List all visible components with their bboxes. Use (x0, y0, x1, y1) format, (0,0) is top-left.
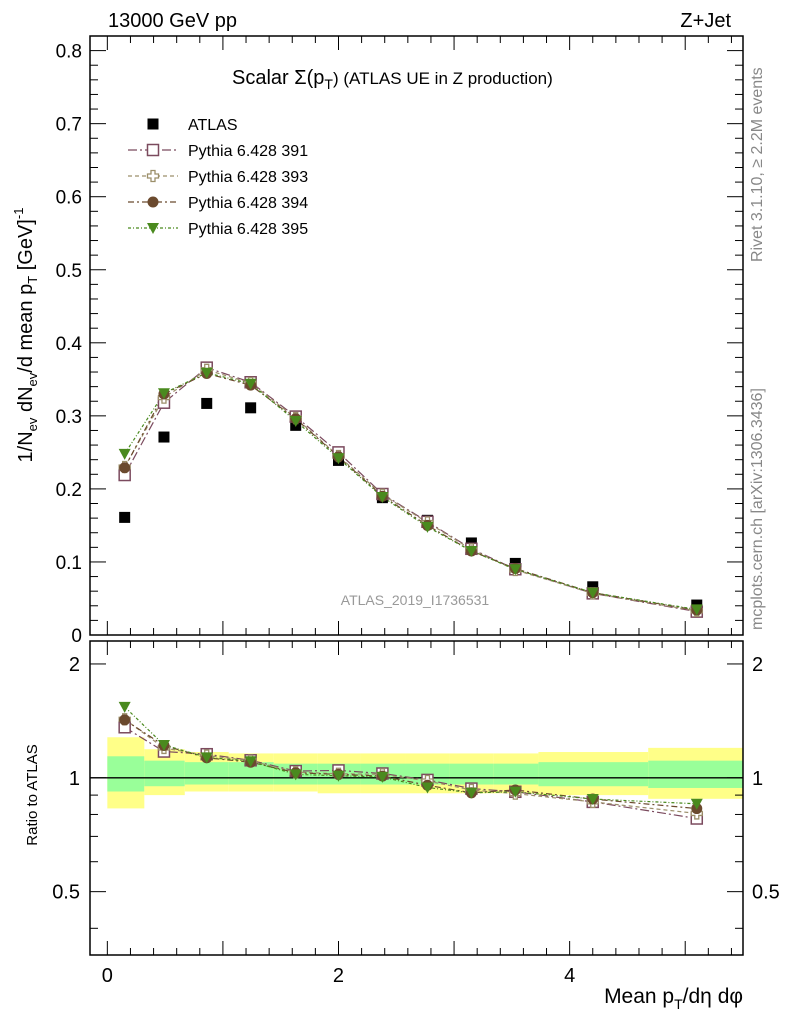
y-tick-label-main: 0.3 (56, 407, 82, 428)
series-4-point (118, 448, 131, 460)
series-4-ratio-point (421, 782, 434, 794)
analysis-id-label: ATLAS_2019_I1736531 (341, 592, 490, 608)
series-0-point (587, 581, 599, 593)
legend-marker (147, 118, 159, 130)
y-tick-label-ratio-right: 2 (752, 654, 763, 676)
y-tick-label-main: 0.6 (56, 188, 82, 209)
x-axis-label: Mean pT/dη dφ (604, 985, 743, 1012)
ratio-band-inner (228, 762, 274, 785)
series-1-line-main (124, 366, 697, 613)
series-4-ratio-point (289, 769, 302, 781)
collision-energy-label: 13000 GeV pp (108, 10, 237, 32)
series-3-line-main (124, 372, 697, 611)
series-4-ratio-point (332, 770, 345, 782)
legend-label: Pythia 6.428 391 (188, 143, 308, 160)
legend-marker (146, 143, 160, 157)
ratio-uncertainty-bands (90, 737, 743, 809)
y-tick-label-ratio-right: 1 (752, 768, 763, 790)
series-markers (118, 361, 704, 825)
series-4-line-ratio (124, 706, 697, 805)
series-0-point (245, 402, 257, 414)
plot-frames (89, 35, 744, 956)
x-tick-label: 2 (333, 965, 344, 987)
plot-title-main: Scalar Σ(p (232, 67, 324, 89)
series-4-point (465, 545, 478, 557)
legend-marker (147, 196, 159, 208)
plot-title-tail: ) (ATLAS UE in Z production) (333, 69, 553, 88)
series-4-ratio-point (690, 798, 703, 810)
series-4-ratio-point (586, 794, 599, 806)
series-3-point (119, 462, 131, 474)
y-tick-label-main: 0.4 (56, 334, 83, 355)
y-tick-label-ratio: 0.5 (52, 882, 80, 904)
ratio-band-inner (648, 760, 743, 788)
series-4-point (157, 388, 170, 400)
series-0-point (158, 431, 170, 443)
ratio-panel-frame (89, 640, 744, 956)
series-4-line-main (124, 372, 697, 611)
series-0-point (119, 511, 131, 523)
series-3-ratio-point (119, 714, 131, 726)
legend-label: Pythia 6.428 393 (188, 169, 308, 186)
y-tick-label-main: 0.2 (56, 480, 82, 501)
mcplots-info-text: mcplots.cern.ch [arXiv:1306.3436] (749, 388, 766, 630)
ratio-band-inner (493, 763, 539, 785)
y-tick-label-main: 0.8 (56, 42, 82, 63)
series-4-point (690, 604, 703, 616)
ratio-band-inner (538, 762, 649, 787)
y-tick-label-main: 0.7 (56, 115, 82, 136)
series-2-line-main (124, 369, 697, 612)
series-4-ratio-point (244, 756, 257, 768)
series-4-ratio-point (118, 701, 131, 713)
x-tick-label: 0 (102, 965, 113, 987)
main-panel-frame (89, 35, 744, 636)
series-3-line-ratio (124, 719, 697, 810)
y-tick-label-ratio-right: 0.5 (752, 882, 780, 904)
legend-label: Pythia 6.428 394 (188, 195, 308, 212)
plot-title-sub: T (324, 76, 333, 92)
series-4-point (289, 415, 302, 427)
rivet-info-text: Rivet 3.1.10, ≥ 2.2M events (749, 67, 766, 262)
y-axis-label-main: 1/Nev dNev/d mean pT [GeV]-1 (11, 208, 40, 463)
ratio-band-inner (449, 763, 494, 785)
series-4-ratio-point (376, 771, 389, 783)
series-4-ratio-point (157, 739, 170, 751)
y-axis-label-ratio: Ratio to ATLAS (24, 744, 41, 845)
series-0-point (201, 397, 213, 409)
y-tick-label-main: 0 (71, 626, 82, 647)
legend: ATLAS Pythia 6.428 391 Pythia 6.428 393 Pyt… (128, 117, 308, 238)
y-tick-label-main: 0.5 (56, 261, 82, 282)
process-label: Z+Jet (680, 10, 731, 32)
ratio-band-inner (107, 756, 145, 792)
legend-marker (146, 169, 160, 183)
series-4-point (244, 378, 257, 390)
legend-label: Pythia 6.428 395 (188, 221, 308, 238)
series-4-point (376, 491, 389, 503)
series-4-ratio-point (200, 752, 213, 764)
legend-marker (147, 223, 159, 234)
series-4-point (421, 521, 434, 533)
series-4-point (332, 453, 345, 465)
axes: 0 2 4 0 0.1 0.2 0.3 0.4 0.5 0.6 0.7 0.8 0.5 0.5 1 1 2 2 (52, 36, 780, 987)
ratio-band-inner (184, 762, 229, 785)
y-tick-label-ratio: 1 (69, 768, 80, 790)
legend-label: ATLAS (188, 117, 238, 134)
x-tick-label: 4 (564, 965, 575, 987)
series-2-line-ratio (124, 718, 697, 815)
y-tick-label-ratio: 2 (69, 654, 80, 676)
series-lines (124, 366, 697, 820)
plot-title: Scalar Σ(pT) (ATLAS UE in Z production) (232, 67, 553, 92)
y-tick-label-main: 0.1 (56, 553, 82, 574)
series-4-point (586, 587, 599, 599)
series-4-ratio-point (509, 786, 522, 798)
ratio-band-inner (144, 760, 185, 787)
series-4-point (509, 564, 522, 576)
series-4-point (200, 367, 213, 379)
series-4-ratio-point (465, 787, 478, 799)
